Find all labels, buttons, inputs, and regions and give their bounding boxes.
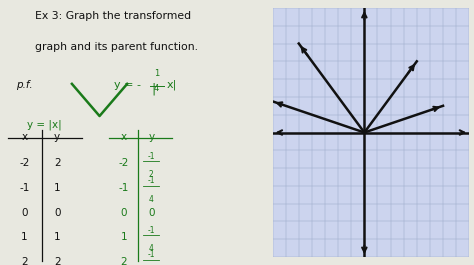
Text: Ex 3: Graph the transformed: Ex 3: Graph the transformed <box>36 11 191 21</box>
Text: 4: 4 <box>154 84 159 93</box>
Text: 2: 2 <box>54 257 61 265</box>
Text: 2: 2 <box>121 257 128 265</box>
Text: x: x <box>121 132 127 143</box>
Text: 0: 0 <box>54 208 61 218</box>
Text: -1: -1 <box>147 226 155 235</box>
Text: -1: -1 <box>119 183 129 193</box>
Text: x: x <box>21 132 27 143</box>
Text: 2: 2 <box>21 257 28 265</box>
Text: 1: 1 <box>154 69 159 78</box>
Text: -1: -1 <box>147 152 155 161</box>
Text: 2: 2 <box>54 158 61 169</box>
Text: 1: 1 <box>21 232 28 242</box>
Text: y = |x|: y = |x| <box>27 119 62 130</box>
Text: 4: 4 <box>149 195 154 204</box>
Text: -1: -1 <box>147 250 155 259</box>
Text: y: y <box>148 132 155 143</box>
Text: 0: 0 <box>148 208 155 218</box>
Text: 2: 2 <box>149 170 154 179</box>
Text: 1: 1 <box>54 232 61 242</box>
Text: 1: 1 <box>54 183 61 193</box>
Text: graph and its parent function.: graph and its parent function. <box>36 42 199 52</box>
Text: 0: 0 <box>121 208 127 218</box>
Text: -1: -1 <box>147 176 155 186</box>
Text: 0: 0 <box>21 208 28 218</box>
Text: y = -: y = - <box>114 80 141 90</box>
Text: x|: x| <box>166 80 176 90</box>
Text: y: y <box>54 132 60 143</box>
Text: -2: -2 <box>19 158 30 169</box>
Text: |: | <box>151 82 155 95</box>
Text: -1: -1 <box>19 183 30 193</box>
Text: 4: 4 <box>149 244 154 253</box>
Text: 1: 1 <box>121 232 128 242</box>
Text: p.f.: p.f. <box>16 80 33 90</box>
Text: -2: -2 <box>119 158 129 169</box>
